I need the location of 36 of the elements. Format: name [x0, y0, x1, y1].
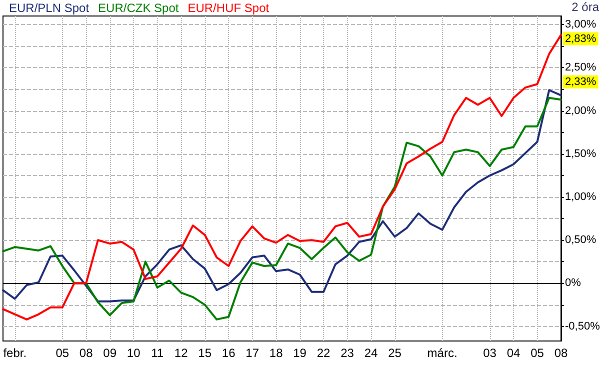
line-series [2, 34, 562, 320]
text: 2 óra [572, 0, 600, 14]
text: EUR/HUF Spot [188, 1, 270, 15]
x-tick-label: febr. [3, 346, 27, 360]
x-tick-label: 08 [554, 346, 568, 360]
y-tick-label: 2,50% [565, 62, 596, 74]
y-tick-label: 0,50% [565, 234, 596, 246]
x-tick-label: 23 [340, 346, 354, 360]
x-tick-label: 12 [174, 346, 188, 360]
x-tick-label: 18 [269, 346, 284, 360]
x-tick-label: 03 [483, 346, 497, 360]
x-tick-label: 25 [388, 346, 402, 360]
text: EUR/PLN Spot [9, 1, 90, 15]
x-tick-label: 08 [79, 346, 94, 360]
x-tick-label: 19 [293, 346, 307, 360]
annotation: 2,33% [565, 76, 596, 88]
y-tick-label: -0,50% [565, 320, 600, 332]
y-tick-label: 0% [565, 277, 582, 290]
y-tick-label: 1,50% [565, 148, 596, 160]
x-tick-label: 10 [126, 346, 141, 360]
x-tick-label: márc. [427, 346, 458, 360]
annotation: 2,83% [565, 32, 596, 45]
x-tick-label: 04 [506, 346, 521, 360]
text: EUR/CZK Spot [98, 1, 180, 15]
x-tick-label: 05 [530, 346, 544, 360]
x-tick-label: 22 [316, 346, 331, 360]
x-tick-label: 16 [222, 346, 236, 360]
x-tick-label: 11 [151, 346, 164, 360]
y-tick-label: 1,00% [565, 191, 596, 204]
x-tick-label: 15 [198, 346, 212, 360]
x-tick-label: 05 [56, 346, 70, 360]
x-tick-label: 24 [364, 346, 378, 360]
x-tick-label: 09 [103, 346, 117, 360]
y-tick-label: 3,00% [565, 18, 596, 31]
x-tick-label: 17 [246, 346, 260, 360]
y-tick-label: 2,00% [565, 104, 596, 117]
